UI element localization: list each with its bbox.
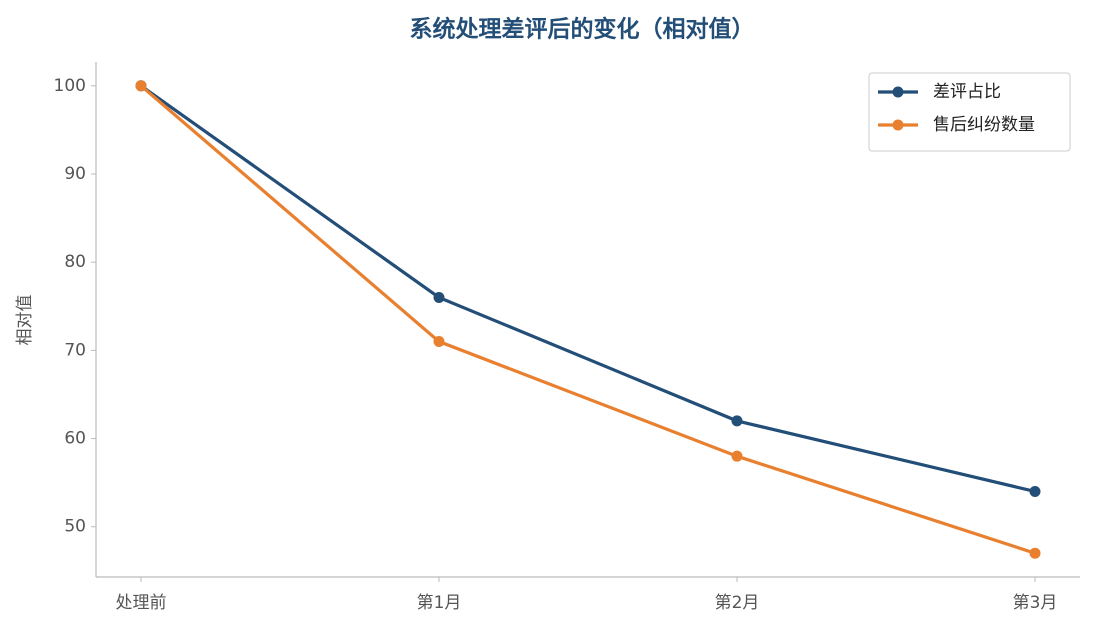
point: [433, 291, 445, 303]
series-line: [139, 84, 1036, 555]
point: [135, 80, 147, 92]
x-tick-label: 处理前: [116, 593, 167, 613]
legend-label: 差评占比: [933, 82, 1001, 102]
legend-marker: [892, 119, 904, 131]
y-tick-label: 60: [64, 429, 86, 449]
legend-box: [868, 72, 1071, 152]
point: [731, 415, 743, 427]
point: [1029, 547, 1041, 559]
y-axis-label: 相对值: [15, 295, 35, 346]
y-tick-label: 90: [64, 164, 86, 184]
legend-label: 售后纠纷数量: [933, 115, 1035, 135]
y-tick-label: 50: [64, 517, 86, 537]
x-tick-label: 第1月: [417, 593, 462, 613]
x-tick-label: 第2月: [715, 593, 760, 613]
legend-marker: [892, 86, 904, 98]
point: [731, 450, 743, 462]
chart-title: 系统处理差评后的变化（相对值）: [410, 16, 755, 43]
y-tick-label: 100: [54, 76, 86, 96]
y-tick-label: 70: [64, 340, 86, 360]
point: [1029, 485, 1041, 497]
y-tick-label: 80: [64, 252, 86, 272]
point: [433, 336, 445, 348]
series-line: [140, 84, 1036, 494]
x-tick-label: 第3月: [1013, 593, 1058, 613]
